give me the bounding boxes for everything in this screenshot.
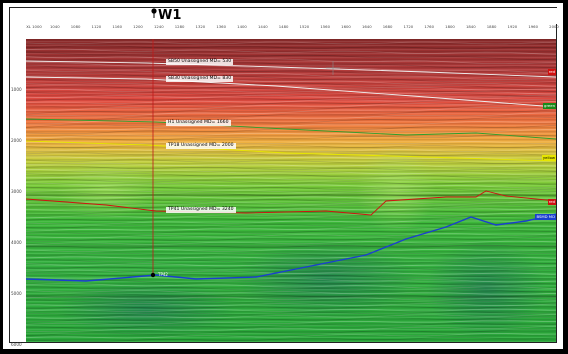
crossline-tick-label: 1080: [70, 24, 81, 29]
horizon-label[interactable]: H1 Unassigned MD= 1660: [166, 120, 231, 126]
depth-tick-label: 4000: [11, 240, 22, 245]
crossline-tick-label: 2000: [549, 24, 559, 29]
horizon-label[interactable]: TP41 Unassigned MD= 3240: [166, 207, 236, 213]
well-marker-icon[interactable]: [150, 8, 158, 18]
horizon-label[interactable]: TP42: [158, 272, 168, 277]
depth-tick-label: 3000: [11, 189, 22, 194]
horizon-label[interactable]: SB50 Unassigned MD= 530: [166, 59, 234, 65]
depth-tick-label: 2000: [11, 138, 22, 143]
crossline-tick-label: 1840: [465, 24, 476, 29]
application-window: W1 XL 1000 1040 1080 1120 1160 1200 1240 1280 13…: [3, 3, 563, 349]
crossline-tick-label: 1760: [424, 24, 435, 29]
crossline-tick-label: 1920: [507, 24, 518, 29]
seismic-section-panel: W1 XL 1000 1040 1080 1120 1160 1200 1240 1280 13…: [9, 7, 559, 347]
horizon-edge-label[interactable]: yellow: [541, 155, 556, 161]
crossline-tick-label: XL 1000: [26, 24, 42, 29]
title-bar: W1: [10, 8, 558, 24]
crossline-tick-label: 1400: [237, 24, 247, 29]
horizon-line[interactable]: [25, 140, 557, 162]
crossline-tick-label: 1160: [112, 24, 123, 29]
crossline-tick-label: 1360: [216, 24, 227, 29]
crossline-tick-label: 1880: [486, 24, 497, 29]
depth-tick-label: 1000: [11, 87, 22, 92]
horizon-label[interactable]: SB30 Unassigned MD= 830: [166, 76, 234, 82]
crossline-tick-label: 1120: [91, 24, 102, 29]
crossline-axis: XL 1000 1040 1080 1120 1160 1200 1240 1280 1320 1…: [26, 21, 559, 40]
crossline-tick-label: 1960: [528, 24, 539, 29]
crossline-tick-label: 1240: [153, 24, 164, 29]
horizon-line[interactable]: [25, 190, 557, 216]
crossline-tick-label: 1040: [49, 24, 60, 29]
seismic-image[interactable]: [25, 39, 557, 342]
crossline-tick-label: 1800: [445, 24, 455, 29]
horizon-label[interactable]: TP18 Unassigned MD= 2000: [166, 143, 236, 149]
depth-tick-label: 6000: [11, 342, 22, 347]
horizon-lines[interactable]: [25, 60, 557, 282]
crossline-tick-label: 1600: [341, 24, 351, 29]
horizon-edge-label[interactable]: red: [547, 69, 556, 75]
depth-axis: 1000 2000 3000 4000 5000 6000: [10, 39, 27, 347]
crossline-tick-label: 1680: [382, 24, 393, 29]
crossline-tick-label: 1640: [361, 24, 372, 29]
well-td-marker[interactable]: [150, 272, 156, 278]
crossline-tick-label: 1720: [403, 24, 414, 29]
depth-tick-label: 5000: [11, 291, 22, 296]
horizon-line[interactable]: [25, 118, 557, 140]
horizon-edge-label[interactable]: green: [543, 103, 556, 109]
crossline-tick-label: 1280: [174, 24, 185, 29]
horizon-line[interactable]: [25, 213, 557, 282]
well-name-label: W1: [158, 8, 182, 23]
seismic-plot-area[interactable]: SB50 Unassigned MD= 530 SB30 Unassigned M…: [25, 39, 557, 342]
horizon-edge-label[interactable]: red: [547, 199, 556, 205]
crossline-tick-label: 1520: [299, 24, 310, 29]
horizon-edge-label[interactable]: BSMD MD: [535, 214, 556, 220]
crosshair-cursor-icon: [326, 61, 340, 75]
crossline-tick-label: 1200: [133, 24, 143, 29]
crossline-tick-label: 1440: [257, 24, 268, 29]
horizon-line[interactable]: [25, 60, 557, 78]
crossline-tick-label: 1320: [195, 24, 206, 29]
horizon-line[interactable]: [25, 76, 557, 108]
crossline-tick-label: 1560: [320, 24, 331, 29]
crossline-tick-label: 1480: [278, 24, 289, 29]
